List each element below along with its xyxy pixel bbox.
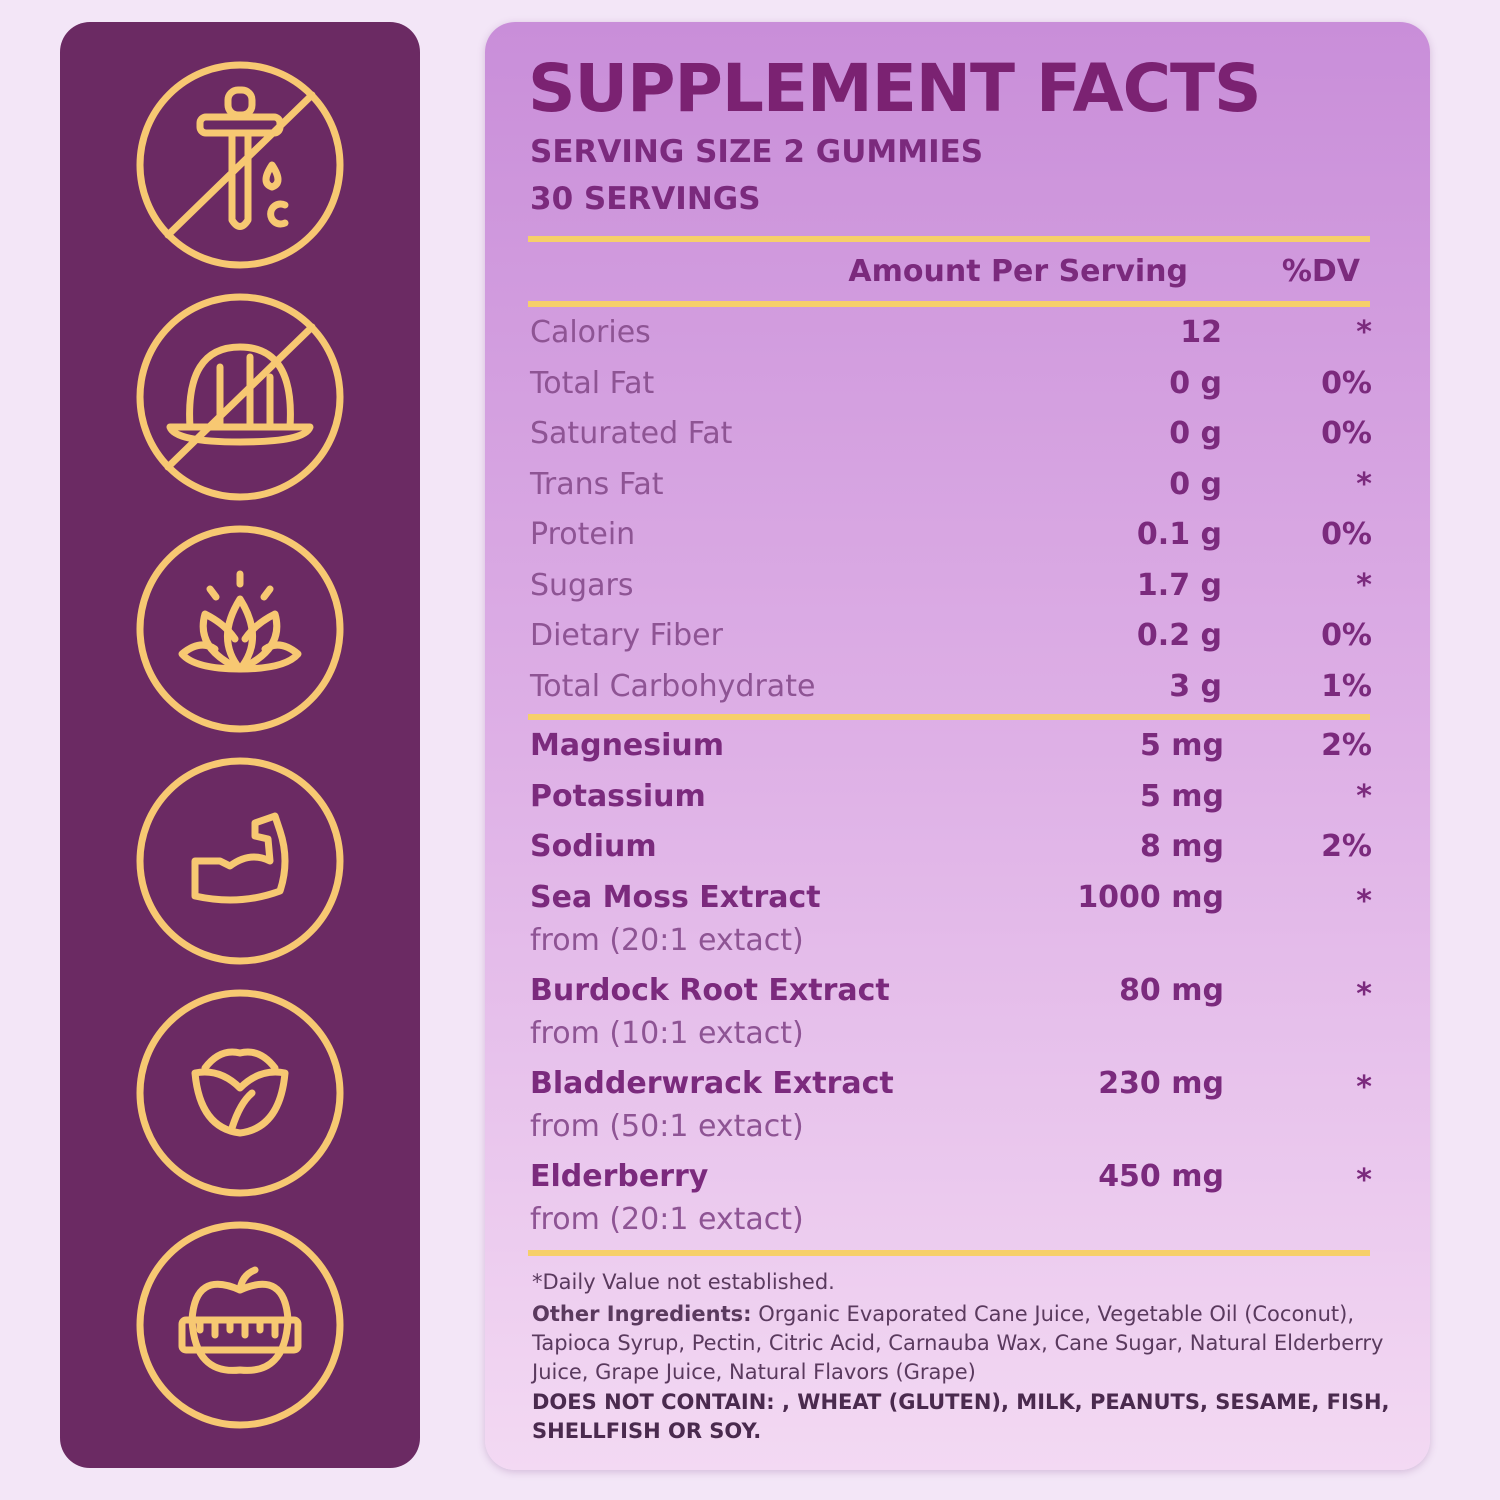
- ingredient-name: Potassium: [530, 778, 706, 814]
- nutrient-name: Total Carbohydrate: [530, 668, 816, 704]
- ingredient-amount: 80 mg: [1119, 972, 1224, 1008]
- ingredient-source: from (50:1 extact): [530, 1108, 804, 1144]
- ingredient-dv: *: [1356, 1162, 1372, 1198]
- ingredient-amount: 5 mg: [1139, 778, 1224, 814]
- ingredient-amount: 8 mg: [1139, 829, 1224, 864]
- amount-header: Amount Per Serving: [848, 254, 1188, 289]
- allergens: DOES NOT CONTAIN: , WHEAT (GLUTEN), MILK…: [532, 1390, 1390, 1443]
- divider: [528, 236, 1370, 242]
- nutrient-amount: 0 g: [1169, 466, 1222, 502]
- ingredient-dv: *: [1356, 778, 1372, 814]
- nutrient-amount: 3 g: [1169, 668, 1222, 704]
- nutrient-dv: *: [1356, 466, 1372, 502]
- ingredient-name: Sodium: [530, 829, 657, 864]
- ingredient-amount: 230 mg: [1098, 1065, 1224, 1101]
- ingredient-name: Elderberry: [530, 1158, 709, 1194]
- nutrient-name: Dietary Fiber: [530, 618, 723, 653]
- dv-header: %DV: [1281, 254, 1360, 289]
- nutrient-amount: 1.7 g: [1136, 567, 1222, 603]
- divider: [528, 714, 1370, 720]
- ingredient-dv: 2%: [1321, 728, 1372, 763]
- nutrient-dv: *: [1356, 315, 1372, 350]
- ingredient-dv: *: [1356, 883, 1372, 919]
- other-text: Organic Evaporated Cane Juice, Vegetable…: [532, 1302, 1384, 1384]
- footnote: *Daily Value not established.: [532, 1270, 835, 1294]
- nutrient-dv: 0%: [1321, 416, 1372, 451]
- ingredient-amount: 450 mg: [1098, 1158, 1224, 1194]
- nutrient-dv: 0%: [1321, 365, 1372, 401]
- divider: [528, 1250, 1370, 1256]
- ingredient-name: Bladderwrack Extract: [530, 1065, 894, 1101]
- nutrient-name: Calories: [530, 315, 651, 350]
- icons: [136, 61, 344, 1429]
- other-ingredients: Other Ingredients: Organic Evaporated Ca…: [532, 1300, 1392, 1387]
- nutrient-amount: 0 g: [1169, 416, 1222, 451]
- divider: [528, 301, 1370, 307]
- ingredient-source: from (20:1 extact): [530, 1201, 804, 1237]
- ingredient-source: from (20:1 extact): [530, 922, 804, 958]
- ingredient-name: Sea Moss Extract: [530, 879, 821, 915]
- ingredient-dv: *: [1356, 1069, 1372, 1105]
- icon-panel: [60, 22, 420, 1468]
- nutrient-name: Total Fat: [530, 365, 655, 401]
- ingredient-dv: *: [1356, 976, 1372, 1012]
- nutrient-amount: 0 g: [1169, 365, 1222, 401]
- nutrient-amount: 0.1 g: [1136, 517, 1222, 552]
- other-label: Other Ingredients:: [532, 1302, 752, 1326]
- ingredient-amount: 1000 mg: [1077, 879, 1224, 915]
- nutrient-name: Trans Fat: [530, 466, 664, 502]
- ingredient-name: Burdock Root Extract: [530, 972, 890, 1008]
- ingredient-dv: 2%: [1321, 829, 1372, 864]
- serving-size: SERVING SIZE 2 GUMMIES: [530, 134, 984, 170]
- title: SUPPLEMENT FACTS: [528, 50, 1262, 127]
- nutrient-name: Sugars: [530, 567, 634, 603]
- nutrient-name: Protein: [530, 517, 636, 552]
- ingredient-amount: 5 mg: [1139, 728, 1224, 763]
- nutrient-amount: 0.2 g: [1136, 618, 1222, 653]
- nutrient-name: Saturated Fat: [530, 416, 733, 451]
- nutrient-amount: 12: [1180, 315, 1222, 350]
- ingredient-source: from (10:1 extact): [530, 1015, 804, 1051]
- servings: 30 SERVINGS: [530, 181, 761, 217]
- nutrient-dv: *: [1356, 567, 1372, 603]
- nutrient-dv: 0%: [1321, 618, 1372, 653]
- nutrient-dv: 0%: [1321, 517, 1372, 552]
- facts-card: [485, 22, 1430, 1470]
- nutrient-dv: 1%: [1321, 668, 1372, 704]
- ingredient-name: Magnesium: [530, 728, 725, 763]
